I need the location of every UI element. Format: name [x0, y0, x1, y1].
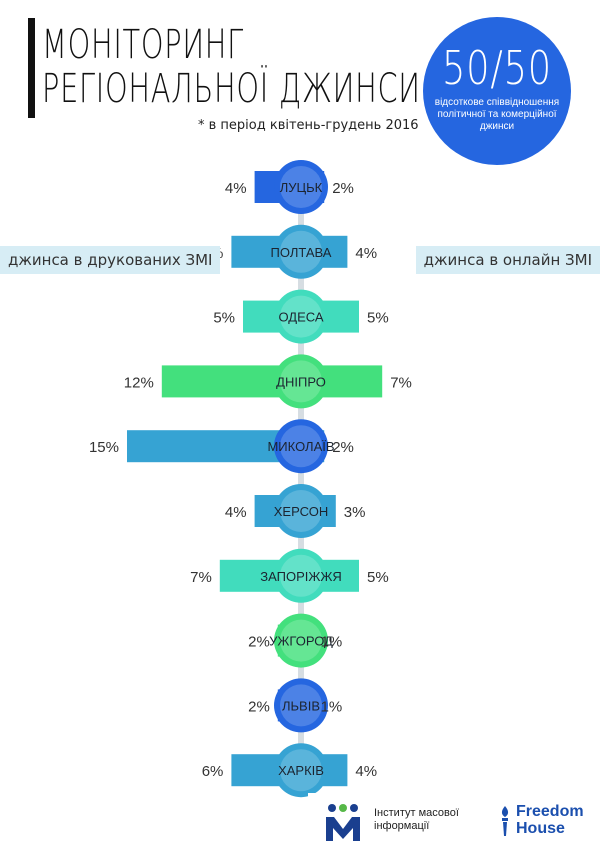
imi-line1: Інститут масової [374, 807, 459, 819]
city-bubble-inner-0 [280, 166, 322, 208]
imi-line2: інформації [374, 820, 430, 832]
legend-online-media: джинса в онлайн ЗМІ [415, 246, 600, 274]
value-online-8: 1% [321, 698, 343, 715]
city-label-4: МИКОЛАЇВ [267, 439, 334, 454]
city-label-9: ХАРКІВ [278, 763, 324, 778]
ratio-value: 50/50 [441, 41, 553, 95]
imi-logo-icon [326, 804, 360, 841]
legend-print-media: джинса в друкованих ЗМІ [0, 246, 221, 274]
city-label-2: ОДЕСА [278, 310, 323, 325]
city-label-8: ЛЬВІВ [282, 698, 320, 713]
city-label-5: ХЕРСОН [274, 504, 328, 519]
value-online-0: 2% [332, 180, 354, 197]
value-online-6: 5% [367, 569, 389, 586]
fh-line2: House [516, 820, 565, 837]
value-online-1: 4% [355, 245, 377, 262]
value-online-5: 3% [344, 504, 366, 521]
city-bubble-inner-4 [280, 425, 322, 468]
city-label-3: ДНІПРО [276, 374, 326, 389]
city-bubble-inner-8 [280, 684, 322, 727]
fh-line1: Freedom [516, 803, 584, 820]
value-print-6: 7% [190, 569, 212, 586]
city-label-0: ЛУЦЬК [280, 180, 323, 195]
value-print-5: 4% [225, 504, 247, 521]
page-title-line2: РЕГІОНАЛЬНОЇ ДЖИНСИ [42, 66, 421, 112]
city-bubble-inner-2 [280, 295, 322, 338]
bar-print-4 [127, 430, 301, 463]
value-print-8: 2% [248, 698, 270, 715]
value-print-4: 15% [89, 439, 119, 456]
chart-stem [298, 160, 304, 790]
period-note: * в період квітень-грудень 2016 [198, 118, 419, 133]
value-online-7: 1% [321, 634, 343, 651]
city-bubble-inner-5 [280, 490, 322, 532]
freedom-house-logo-text: Freedom House [516, 803, 584, 837]
value-online-4: 2% [332, 439, 354, 456]
city-bubble-inner-6 [280, 554, 322, 597]
value-print-0: 4% [225, 180, 247, 197]
value-print-2: 5% [213, 310, 235, 327]
logos-footer: Інститут масової інформації Freedom Hous… [308, 793, 600, 849]
torch-icon [501, 806, 509, 836]
title-accent-bar [28, 18, 35, 118]
city-label-6: ЗАПОРІЖЖЯ [260, 569, 342, 584]
value-online-3: 7% [390, 374, 412, 391]
value-online-9: 4% [355, 763, 377, 780]
city-bubble-inner-9 [280, 749, 322, 792]
value-online-2: 5% [367, 310, 389, 327]
page-title-line1: МОНІТОРИНГ [42, 22, 244, 68]
value-print-3: 12% [124, 374, 154, 391]
value-print-9: 6% [202, 763, 224, 780]
city-label-7: УЖГОРОД [269, 634, 333, 649]
imi-logo-text: Інститут масової інформації [374, 807, 459, 833]
ratio-caption: відсоткове співвідношення політичної та … [434, 97, 560, 132]
city-bubble-inner-7 [280, 619, 322, 662]
ratio-circle: 50/50 відсоткове співвідношення політичн… [423, 17, 571, 165]
value-print-7: 2% [248, 634, 270, 651]
city-label-1: ПОЛТАВА [271, 245, 332, 260]
city-bubble-inner-1 [280, 230, 322, 273]
city-bubble-inner-3 [280, 360, 322, 403]
